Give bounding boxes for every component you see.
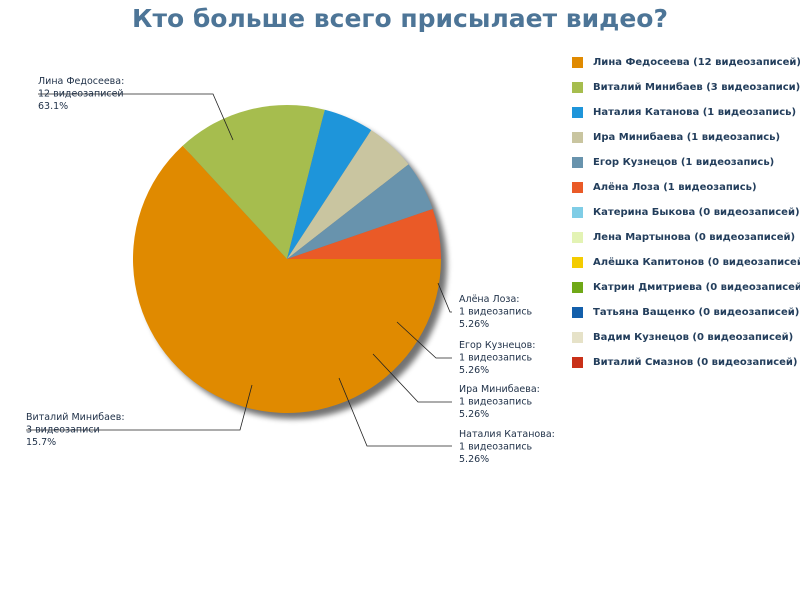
legend-item: Катрин Дмитриева (0 видеозаписей) (572, 275, 800, 300)
slice-label-line: 5.26% (459, 409, 489, 420)
slice-label-line: 15.7% (26, 437, 56, 448)
slice-label-line: Ира Минибаева: (459, 384, 540, 395)
pie-slice (132, 145, 441, 413)
slice-label-text: Виталий Минибаев: 3 видеозаписи 15.7% (26, 412, 125, 448)
legend-item: Виталий Смазнов (0 видеозаписей) (572, 350, 800, 375)
legend: Лина Федосеева (12 видеозаписей) Виталий … (572, 50, 800, 375)
legend-label: Катерина Быкова (0 видеозаписей) (593, 207, 800, 218)
legend-item: Ира Минибаева (1 видеозапись) (572, 125, 800, 150)
legend-label: Виталий Смазнов (0 видеозаписей) (593, 357, 798, 368)
legend-item: Лина Федосеева (12 видеозаписей) (572, 50, 800, 75)
slice-label-line: Лина Федосеева: (38, 76, 124, 87)
slice-label-line: 12 видеозаписей (38, 89, 124, 100)
slice-label-line: 5.26% (459, 454, 489, 465)
slice-label: Наталия Катанова: 1 видеозапись 5.26% (459, 429, 555, 465)
legend-swatch (572, 232, 583, 243)
slice-label-line: 63.1% (38, 101, 68, 112)
chart-title: Кто больше всего присылает видео? (132, 4, 668, 33)
pie-slice (287, 109, 372, 259)
slice-label-text: Алёна Лоза: 1 видеозапись 5.26% (459, 294, 533, 330)
slice-label-leader (338, 377, 452, 447)
legend-label: Татьяна Ващенко (0 видеозаписей) (593, 307, 800, 318)
slice-label-leader (26, 384, 253, 431)
legend-item: Катерина Быкова (0 видеозаписей) (572, 200, 800, 225)
legend-item: Алёна Лоза (1 видеозапись) (572, 175, 800, 200)
slice-label-line: 1 видеозапись (459, 353, 533, 364)
slice-label-line: 1 видеозапись (459, 442, 533, 453)
legend-item: Лена Мартынова (0 видеозаписей) (572, 225, 800, 250)
slice-label: Виталий Минибаев: 3 видеозаписи 15.7% (26, 412, 125, 448)
slice-label-leader (372, 353, 452, 403)
slice-label-line: 3 видеозаписи (26, 425, 100, 436)
legend-swatch (572, 257, 583, 268)
slice-label-text: Егор Кузнецов: 1 видеозапись 5.26% (459, 340, 535, 376)
slice-label-leader (396, 321, 452, 359)
legend-swatch (572, 182, 583, 193)
slice-label-line: Виталий Минибаев: (26, 412, 125, 423)
legend-label: Наталия Катанова (1 видеозапись) (593, 107, 797, 118)
legend-swatch (572, 107, 583, 118)
legend-label: Ира Минибаева (1 видеозапись) (593, 132, 781, 143)
slice-label-line: 1 видеозапись (459, 307, 533, 318)
pie-slice (287, 164, 433, 259)
legend-item: Татьяна Ващенко (0 видеозаписей) (572, 300, 800, 325)
legend-swatch (572, 307, 583, 318)
legend-swatch (572, 57, 583, 68)
legend-label: Катрин Дмитриева (0 видеозаписей) (593, 282, 800, 293)
pie-slice (287, 130, 409, 259)
legend-swatch (572, 157, 583, 168)
slice-label-line: 1 видеозапись (459, 397, 533, 408)
legend-swatch (572, 357, 583, 368)
legend-item: Егор Кузнецов (1 видеозапись) (572, 150, 800, 175)
legend-swatch (572, 207, 583, 218)
legend-label: Вадим Кузнецов (0 видеозаписей) (593, 332, 794, 343)
slice-label-text: Ира Минибаева: 1 видеозапись 5.26% (459, 384, 540, 420)
legend-label: Виталий Минибаев (3 видеозаписи) (593, 82, 800, 93)
legend-swatch (572, 332, 583, 343)
legend-label: Алёшка Капитонов (0 видеозаписей) (593, 257, 800, 268)
legend-item: Наталия Катанова (1 видеозапись) (572, 100, 800, 125)
slice-label: Ира Минибаева: 1 видеозапись 5.26% (459, 384, 540, 420)
pie-labels: Лина Федосеева: 12 видеозаписей 63.1% Витал… (26, 76, 555, 465)
legend-item: Виталий Минибаев (3 видеозаписи) (572, 75, 800, 100)
legend-label: Лена Мартынова (0 видеозаписей) (593, 232, 796, 243)
legend-label: Егор Кузнецов (1 видеозапись) (593, 157, 775, 168)
slice-label-line: Наталия Катанова: (459, 429, 555, 440)
slice-label-text: Наталия Катанова: 1 видеозапись 5.26% (459, 429, 555, 465)
pie-slice (182, 104, 325, 259)
legend-label: Алёна Лоза (1 видеозапись) (593, 182, 757, 193)
slice-label: Егор Кузнецов: 1 видеозапись 5.26% (459, 340, 535, 376)
slice-label: Алёна Лоза: 1 видеозапись 5.26% (459, 294, 533, 330)
slice-label-line: 5.26% (459, 365, 489, 376)
pie-slices (132, 104, 442, 413)
slice-label-line: 5.26% (459, 319, 489, 330)
legend-swatch (572, 282, 583, 293)
slice-label-line: Алёна Лоза: (459, 294, 520, 305)
slice-label-leader (38, 93, 234, 141)
slice-label-text: Лина Федосеева: 12 видеозаписей 63.1% (38, 76, 124, 112)
legend-swatch (572, 82, 583, 93)
legend-item: Вадим Кузнецов (0 видеозаписей) (572, 325, 800, 350)
slice-label-line: Егор Кузнецов: (459, 340, 535, 351)
slice-label-leader (437, 282, 452, 313)
legend-label: Лина Федосеева (12 видеозаписей) (593, 57, 800, 68)
slice-label: Лина Федосеева: 12 видеозаписей 63.1% (38, 76, 124, 112)
pie-slice (287, 208, 442, 259)
legend-swatch (572, 132, 583, 143)
legend-item: Алёшка Капитонов (0 видеозаписей) (572, 250, 800, 275)
